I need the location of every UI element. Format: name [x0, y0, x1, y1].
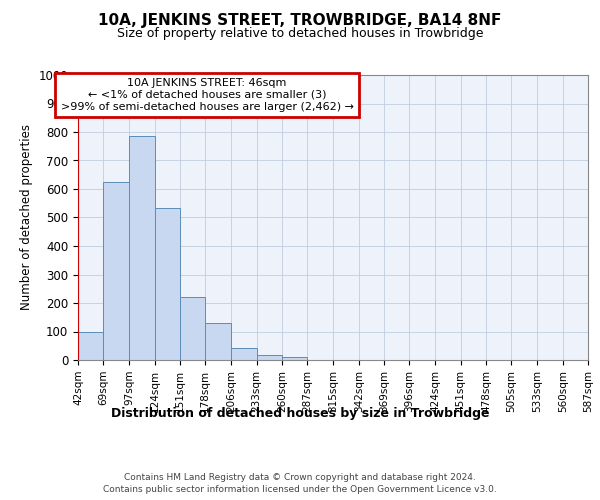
Bar: [155, 208, 180, 360]
Text: Contains HM Land Registry data © Crown copyright and database right 2024.: Contains HM Land Registry data © Crown c…: [124, 472, 476, 482]
Y-axis label: Number of detached properties: Number of detached properties: [20, 124, 33, 310]
Bar: [232, 348, 257, 360]
Bar: [130, 136, 155, 360]
Text: Contains public sector information licensed under the Open Government Licence v3: Contains public sector information licen…: [103, 485, 497, 494]
Bar: [78, 332, 103, 360]
Text: 10A, JENKINS STREET, TROWBRIDGE, BA14 8NF: 10A, JENKINS STREET, TROWBRIDGE, BA14 8N…: [98, 12, 502, 28]
Bar: [282, 357, 307, 360]
Bar: [103, 182, 130, 360]
Bar: [257, 355, 282, 360]
Text: Distribution of detached houses by size in Trowbridge: Distribution of detached houses by size …: [111, 408, 489, 420]
Text: 10A JENKINS STREET: 46sqm
← <1% of detached houses are smaller (3)
>99% of semi-: 10A JENKINS STREET: 46sqm ← <1% of detac…: [61, 78, 353, 112]
Bar: [180, 298, 205, 360]
Text: Size of property relative to detached houses in Trowbridge: Size of property relative to detached ho…: [117, 28, 483, 40]
Bar: [205, 323, 232, 360]
